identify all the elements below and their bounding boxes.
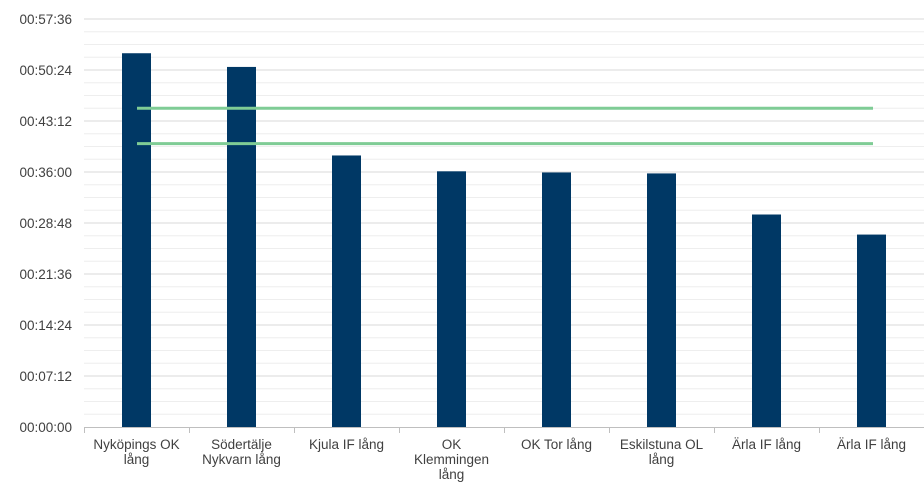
bar <box>752 214 781 427</box>
y-tick-label: 00:50:24 <box>19 63 72 78</box>
x-category-label: OK Klemmingen lång <box>414 437 489 482</box>
bar <box>227 66 256 428</box>
x-category-label: OK Tor lång <box>521 437 592 452</box>
y-tick-label: 00:43:12 <box>19 114 72 129</box>
x-category-label: Nyköpings OK lång <box>93 437 179 467</box>
bar <box>437 171 466 427</box>
x-category-label: Ärla IF lång <box>732 437 801 452</box>
y-axis: 00:00:00 00:07:12 00:14:24 00:21:36 00:28:48… <box>19 12 72 435</box>
bar <box>857 234 886 427</box>
bar <box>542 172 571 427</box>
gridlines <box>84 18 924 415</box>
x-category-label: Kjula IF lång <box>309 437 384 452</box>
y-tick-label: 00:14:24 <box>19 318 72 333</box>
bar <box>332 155 361 427</box>
reference-lines <box>137 106 873 146</box>
y-tick-label: 00:28:48 <box>19 216 72 231</box>
bars <box>122 53 886 428</box>
x-axis: Nyköpings OK lång Södertälje Nykvarn lång Kj… <box>84 427 924 482</box>
bar <box>122 53 151 427</box>
x-category-label: Ärla IF lång <box>837 437 906 452</box>
x-category-label: Södertälje Nykvarn lång <box>202 437 281 467</box>
y-tick-label: 00:21:36 <box>19 267 72 282</box>
x-category-label: Eskilstuna OL lång <box>620 437 704 467</box>
y-tick-label: 00:07:12 <box>19 369 72 384</box>
y-tick-label: 00:00:00 <box>19 420 72 435</box>
y-tick-label: 00:36:00 <box>19 165 72 180</box>
bar <box>647 173 676 427</box>
y-tick-label: 00:57:36 <box>19 12 72 27</box>
